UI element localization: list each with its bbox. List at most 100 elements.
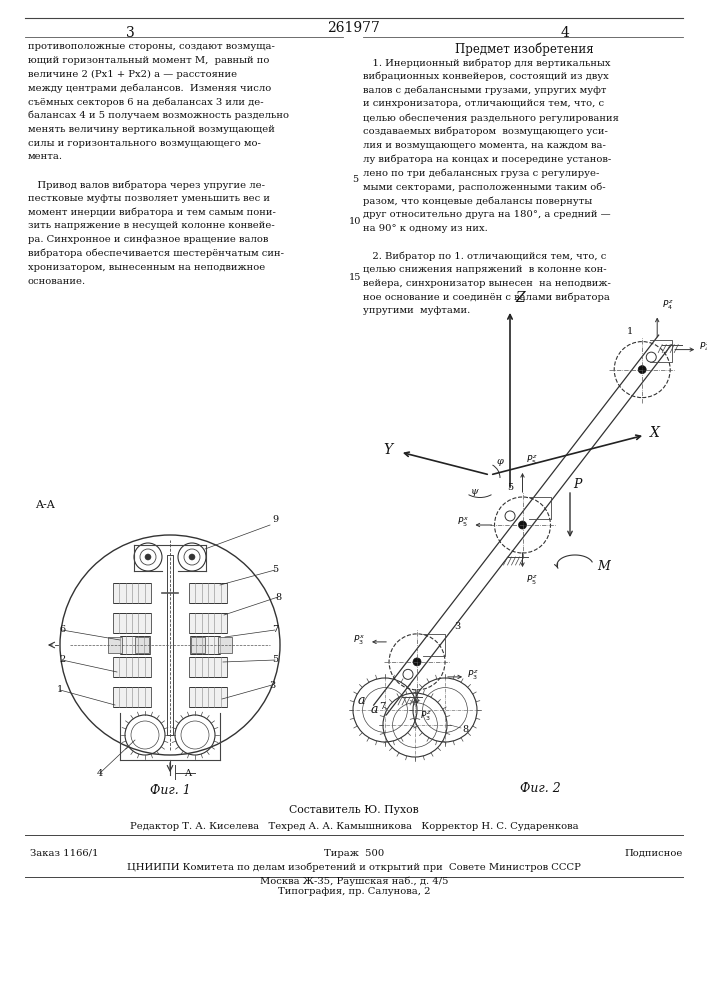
Text: 8: 8 <box>275 592 281 601</box>
Text: менять величину вертикальной возмущающей: менять величину вертикальной возмущающей <box>28 125 275 134</box>
Bar <box>218 637 232 653</box>
Text: P: P <box>573 479 581 491</box>
Text: вибрационных конвейеров, состоящий из двух: вибрационных конвейеров, состоящий из дв… <box>363 72 609 81</box>
Text: A-A: A-A <box>35 500 55 510</box>
Bar <box>191 637 205 653</box>
Text: $P_3^z$: $P_3^z$ <box>467 668 479 682</box>
Text: 1. Инерционный вибратор для вертикальных: 1. Инерционный вибратор для вертикальных <box>363 58 611 68</box>
Bar <box>190 636 220 654</box>
Text: 10: 10 <box>349 218 361 227</box>
Text: Y: Y <box>383 443 392 457</box>
Circle shape <box>638 366 646 374</box>
Text: целью обеспечения раздельного регулирования: целью обеспечения раздельного регулирова… <box>363 113 619 123</box>
Circle shape <box>646 352 656 362</box>
Bar <box>189 583 227 603</box>
Text: 261977: 261977 <box>327 21 380 35</box>
Text: вейера, синхронизатор вынесен  на неподвиж-: вейера, синхронизатор вынесен на неподви… <box>363 279 611 288</box>
Text: силы и горизонтального возмущающего мо-: силы и горизонтального возмущающего мо- <box>28 139 261 148</box>
Circle shape <box>403 669 413 679</box>
Text: ное основание и соединён с валами вибратора: ное основание и соединён с валами вибрат… <box>363 293 610 302</box>
Text: $P_5^x$: $P_5^x$ <box>457 515 469 529</box>
Text: 4: 4 <box>97 768 103 778</box>
Bar <box>113 687 151 707</box>
Text: друг относительно друга на 180°, а средний —: друг относительно друга на 180°, а средн… <box>363 210 611 219</box>
Text: Тираж  500: Тираж 500 <box>324 849 384 858</box>
Text: $P_3^z$: $P_3^z$ <box>420 710 432 723</box>
Text: Москва Ж-35, Раушская наб., д. 4/5: Москва Ж-35, Раушская наб., д. 4/5 <box>259 876 448 886</box>
Text: на 90° к одному из них.: на 90° к одному из них. <box>363 224 488 233</box>
Circle shape <box>413 658 421 666</box>
Bar <box>113 657 151 677</box>
Text: ЦНИИПИ Комитета по делам изобретений и открытий при  Совете Министров СССР: ЦНИИПИ Комитета по делам изобретений и о… <box>127 863 581 872</box>
Text: балансах 4 и 5 получаем возможность раздельно: балансах 4 и 5 получаем возможность разд… <box>28 111 289 120</box>
Text: противоположные стороны, создают возмуща-: противоположные стороны, создают возмуща… <box>28 42 275 51</box>
Text: Редактор Т. А. Киселева   Техред А. А. Камышникова   Корректор Н. С. Сударенкова: Редактор Т. А. Киселева Техред А. А. Кам… <box>129 822 578 831</box>
Bar <box>189 657 227 677</box>
Text: Предмет изобретения: Предмет изобретения <box>455 42 593 55</box>
Text: хронизатором, вынесенным на неподвижное: хронизатором, вынесенным на неподвижное <box>28 263 265 272</box>
Text: съёмных секторов 6 на дебалансах 3 или де-: съёмных секторов 6 на дебалансах 3 или д… <box>28 97 264 107</box>
Text: зить напряжение в несущей колонне конвейе-: зить напряжение в несущей колонне конвей… <box>28 221 275 230</box>
Text: 6: 6 <box>59 626 65 635</box>
Text: мента.: мента. <box>28 152 63 161</box>
Bar <box>135 637 149 653</box>
Text: Привод валов вибратора через упругие ле-: Привод валов вибратора через упругие ле- <box>28 180 265 190</box>
Text: момент инерции вибратора и тем самым пони-: момент инерции вибратора и тем самым пон… <box>28 208 276 217</box>
Text: валов с дебалансными грузами, упругих муфт: валов с дебалансными грузами, упругих му… <box>363 86 607 95</box>
Text: 7: 7 <box>379 702 385 711</box>
Text: 2: 2 <box>59 656 65 664</box>
Text: 5: 5 <box>272 566 278 574</box>
Text: пестковые муфты позволяет уменьшить вес и: пестковые муфты позволяет уменьшить вес … <box>28 194 270 203</box>
Text: Заказ 1166/1: Заказ 1166/1 <box>30 849 98 858</box>
Bar <box>113 613 151 633</box>
Text: a: a <box>358 694 366 707</box>
Text: a: a <box>370 703 378 716</box>
Text: Типография, пр. Салунова, 2: Типография, пр. Салунова, 2 <box>278 887 431 896</box>
Text: лу вибратора на концах и посередине установ-: лу вибратора на концах и посередине уста… <box>363 155 612 164</box>
Text: 4: 4 <box>561 26 569 40</box>
Text: основание.: основание. <box>28 277 86 286</box>
Text: 1: 1 <box>57 686 63 694</box>
Text: Фиг. 1: Фиг. 1 <box>150 784 190 796</box>
Text: создаваемых вибратором  возмущающего уси-: создаваемых вибратором возмущающего уси- <box>363 127 608 136</box>
Text: целью снижения напряжений  в колонне кон-: целью снижения напряжений в колонне кон- <box>363 265 607 274</box>
Text: ра. Синхронное и синфазное вращение валов: ра. Синхронное и синфазное вращение вало… <box>28 235 269 244</box>
Bar <box>108 637 122 653</box>
Text: 7: 7 <box>272 626 278 635</box>
Text: 5: 5 <box>352 176 358 184</box>
Text: $P_5^z$: $P_5^z$ <box>525 573 537 587</box>
Text: 9: 9 <box>272 516 278 524</box>
Text: Фиг. 2: Фиг. 2 <box>520 782 561 794</box>
Circle shape <box>505 511 515 521</box>
Text: X: X <box>650 426 660 440</box>
Circle shape <box>145 554 151 560</box>
Text: Составитель Ю. Пухов: Составитель Ю. Пухов <box>289 805 419 815</box>
Text: 3: 3 <box>126 26 134 40</box>
Text: вибратора обеспечивается шестерёнчатым син-: вибратора обеспечивается шестерёнчатым с… <box>28 249 284 258</box>
Text: $P_3^x$: $P_3^x$ <box>353 633 365 647</box>
Text: и синхронизатора, отличающийся тем, что, с: и синхронизатора, отличающийся тем, что,… <box>363 99 604 108</box>
Text: 5: 5 <box>272 656 278 664</box>
Text: 5: 5 <box>508 483 513 491</box>
Text: Подписное: Подписное <box>624 849 683 858</box>
Text: 1: 1 <box>627 327 633 336</box>
Bar <box>189 613 227 633</box>
Text: $P_5^z$: $P_5^z$ <box>527 453 538 467</box>
Text: M: M <box>597 560 609 574</box>
Text: ψ: ψ <box>471 488 479 496</box>
Text: величине 2 (Px1 + Px2) а — расстояние: величине 2 (Px1 + Px2) а — расстояние <box>28 70 237 79</box>
Text: лено по три дебалансных груза с регулируе-: лено по три дебалансных груза с регулиру… <box>363 168 600 178</box>
Text: $P_4^z$: $P_4^z$ <box>662 298 674 312</box>
Text: φ: φ <box>496 458 503 466</box>
Text: $P_4^x$: $P_4^x$ <box>699 341 707 354</box>
Text: между центрами дебалансов.  Изменяя число: между центрами дебалансов. Изменяя число <box>28 83 271 93</box>
Text: ющий горизонтальный момент М,  равный по: ющий горизонтальный момент М, равный по <box>28 56 269 65</box>
Text: лия и возмущающего момента, на каждом ва-: лия и возмущающего момента, на каждом ва… <box>363 141 606 150</box>
Text: 15: 15 <box>349 272 361 282</box>
Text: разом, что концевые дебалансы повернуты: разом, что концевые дебалансы повернуты <box>363 196 592 206</box>
Bar <box>189 687 227 707</box>
Text: мыми секторами, расположенными таким об-: мыми секторами, расположенными таким об- <box>363 182 606 192</box>
Circle shape <box>518 521 527 529</box>
Text: 2. Вибратор по 1. отличающийся тем, что, с: 2. Вибратор по 1. отличающийся тем, что,… <box>363 251 607 261</box>
Text: 8: 8 <box>462 726 468 734</box>
